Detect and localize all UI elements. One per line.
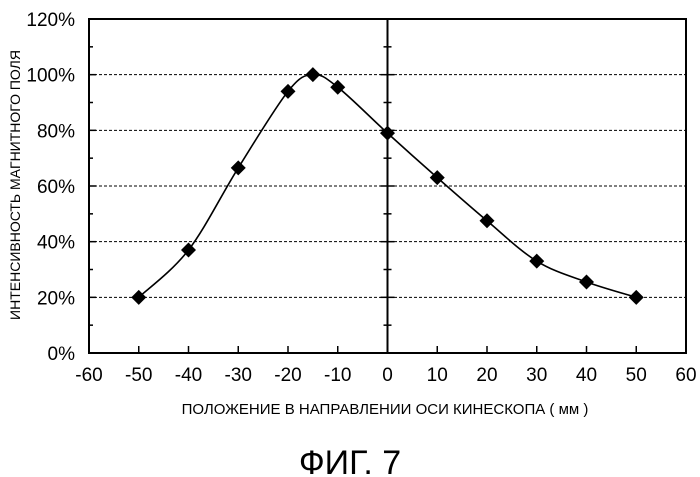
x-tick-label: -10 bbox=[324, 365, 351, 386]
y-tick-label: 60% bbox=[37, 177, 75, 198]
data-point bbox=[629, 290, 644, 305]
x-tick-label: -30 bbox=[225, 365, 252, 386]
x-tick-label: 20 bbox=[476, 365, 497, 386]
x-tick-label: 10 bbox=[427, 365, 448, 386]
x-tick-label: 50 bbox=[626, 365, 647, 386]
x-tick-labels: -60 -50 -40 -30 -20 -10 0 10 20 30 40 50 60 bbox=[75, 365, 696, 386]
x-tick-label: -60 bbox=[75, 365, 102, 386]
figure-caption: ФИГ. 7 bbox=[299, 444, 401, 477]
y-tick-label: 100% bbox=[26, 66, 75, 87]
x-tick-label: -20 bbox=[274, 365, 301, 386]
y-axis-label: ИНТЕНСИВНОСТЬ МАГНИТНОГО ПОЛЯ bbox=[7, 50, 23, 320]
y-tick-label: 0% bbox=[48, 344, 76, 365]
x-tick-label: 40 bbox=[576, 365, 597, 386]
x-tick-label: -50 bbox=[125, 365, 152, 386]
x-tick-label: 60 bbox=[675, 365, 696, 386]
y-tick-label: 80% bbox=[37, 121, 75, 142]
data-point bbox=[231, 160, 246, 175]
data-point bbox=[529, 254, 544, 269]
data-point bbox=[305, 67, 320, 82]
y-tick-labels: 0% 20% 40% 60% 80% 100% 120% bbox=[26, 10, 75, 365]
x-tick-label: 0 bbox=[382, 365, 393, 386]
x-tick-label: -40 bbox=[175, 365, 202, 386]
data-point bbox=[579, 275, 594, 290]
y-tick-label: 40% bbox=[37, 233, 75, 254]
x-axis-label: ПОЛОЖЕНИЕ В НАПРАВЛЕНИИ ОСИ КИНЕСКОПА ( … bbox=[182, 401, 589, 418]
y-tick-label: 120% bbox=[26, 10, 75, 31]
x-tick-label: 30 bbox=[526, 365, 547, 386]
y-tick-label: 20% bbox=[37, 288, 75, 309]
